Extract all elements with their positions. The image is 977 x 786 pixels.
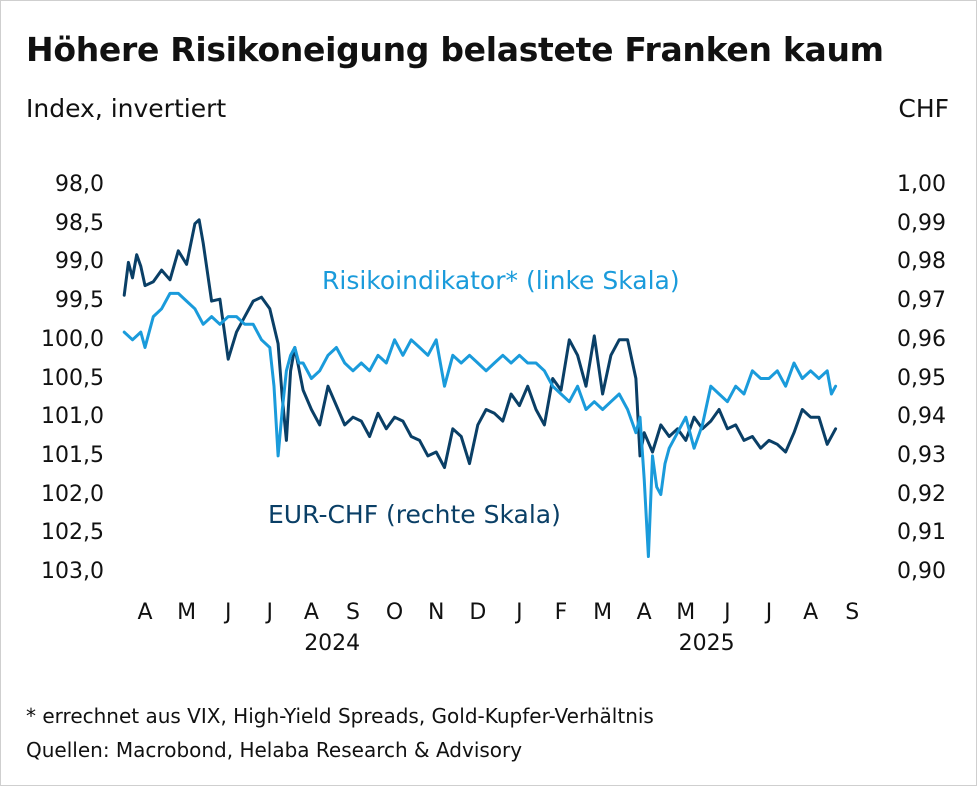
x-month-tick-label: M: [676, 600, 696, 625]
x-month-tick-label: A: [303, 600, 319, 625]
y-axis-left-label: Index, invertiert: [26, 94, 227, 123]
x-month-tick-label: O: [385, 600, 404, 625]
y-left-tick-label: 102,5: [41, 520, 104, 546]
y-right-tick-label: 0,94: [897, 404, 946, 430]
series-label-risikoindikator: Risikoindikator* (linke Skala): [322, 266, 680, 295]
y-left-tick-label: 101,5: [41, 442, 104, 468]
x-month-tick-label: D: [469, 600, 487, 625]
series-line-eur-chf: [122, 218, 838, 469]
x-month-tick-label: J: [224, 600, 232, 625]
y-right-tick-label: 0,96: [897, 326, 946, 352]
y-left-tick-label: 100,5: [41, 365, 104, 391]
x-month-tick-label: J: [266, 600, 274, 625]
y-right-tick-label: 1,00: [897, 172, 946, 197]
y-left-tick-label: 99,5: [55, 288, 104, 314]
y-left-tick-label: 99,0: [55, 249, 104, 275]
x-year-label: 2025: [678, 631, 735, 656]
y-right-tick-label: 0,92: [897, 481, 946, 507]
y-right-tick-label: 0,99: [897, 210, 946, 236]
y-axis-right-label: CHF: [898, 94, 949, 123]
x-month-tick-label: M: [593, 600, 613, 625]
x-month-tick-label: A: [803, 600, 819, 625]
sources-note: Quellen: Macrobond, Helaba Research & Ad…: [26, 738, 523, 762]
y-right-tick-label: 0,90: [897, 559, 946, 584]
x-month-tick-label: F: [554, 600, 568, 625]
x-month-tick-label: M: [177, 600, 197, 625]
x-month-tick-label: J: [516, 600, 523, 625]
x-month-tick-label: J: [765, 600, 773, 625]
x-month-tick-label: N: [427, 600, 445, 625]
y-left-tick-label: 101,0: [41, 404, 104, 430]
y-left-tick-label: 102,0: [41, 481, 104, 507]
y-right-tick-label: 0,97: [897, 288, 946, 314]
y-left-tick-label: 100,0: [41, 326, 104, 352]
chart-title: Höhere Risikoneigung belastete Franken k…: [26, 30, 884, 69]
x-month-tick-label: S: [346, 600, 360, 625]
y-left-tick-label: 103,0: [41, 559, 104, 584]
series-label-eur-chf: EUR-CHF (rechte Skala): [268, 500, 561, 529]
y-right-tick-label: 0,91: [897, 520, 946, 546]
x-month-tick-label: S: [845, 600, 860, 625]
y-right-tick-label: 0,93: [897, 442, 946, 468]
x-month-tick-label: A: [636, 600, 652, 625]
y-right-tick-label: 0,98: [897, 249, 946, 275]
footnote: * errechnet aus VIX, High-Yield Spreads,…: [26, 704, 654, 728]
y-left-tick-label: 98,0: [55, 172, 104, 197]
y-right-tick-label: 0,95: [897, 365, 946, 391]
x-year-label: 2024: [304, 631, 361, 656]
x-month-tick-label: A: [137, 600, 153, 625]
series-line-risikoindikator: [122, 291, 838, 558]
y-left-tick-label: 98,5: [55, 210, 104, 236]
x-month-tick-label: J: [724, 600, 731, 625]
